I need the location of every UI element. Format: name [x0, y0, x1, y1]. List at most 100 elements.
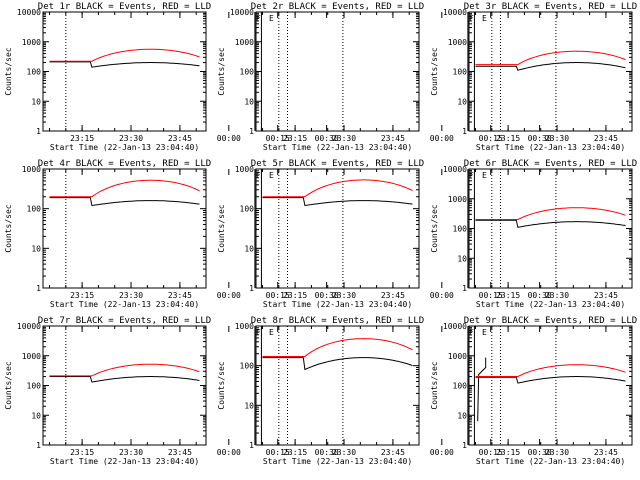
panel-title: Det 9r BLACK = Events, RED = LLD — [464, 316, 637, 326]
flag-label-e: E — [482, 171, 487, 180]
x-tick-label: 23:15 — [496, 448, 520, 457]
panel-det-1r: Det 1r BLACK = Events, RED = LLD11010010… — [4, 2, 344, 152]
y-tick-label: 1 — [462, 441, 467, 450]
panel-title: Det 3r BLACK = Events, RED = LLD — [464, 2, 637, 12]
y-tick-label: 10 — [31, 411, 41, 420]
events-series-line — [262, 197, 413, 207]
x-tick-label: 00:30 — [528, 134, 552, 143]
x-tick-label: 23:15 — [496, 291, 520, 300]
y-axis-label: Counts/sec — [4, 47, 13, 95]
events-series-line — [475, 62, 626, 71]
y-axis-label: Counts/sec — [430, 361, 439, 409]
x-tick-label: 00:15 — [266, 291, 290, 300]
flag-label-e: E — [482, 14, 487, 23]
lld-series-line — [475, 50, 626, 66]
x-tick-label: 23:30 — [332, 134, 356, 143]
y-axis-label: Counts/sec — [430, 204, 439, 252]
x-tick-label: 23:45 — [168, 448, 192, 457]
x-tick-label: 23:45 — [594, 291, 618, 300]
y-tick-label: 1000 — [235, 165, 254, 174]
panel-title: Det 6r BLACK = Events, RED = LLD — [464, 159, 637, 169]
plot-frame — [255, 325, 420, 446]
y-tick-label: 1 — [249, 284, 254, 293]
events-series-line — [49, 376, 200, 383]
panel-title: Det 5r BLACK = Events, RED = LLD — [251, 159, 424, 169]
y-axis-label: Counts/sec — [430, 47, 439, 95]
events-series-line — [475, 376, 626, 384]
y-axis-label: Counts/sec — [4, 361, 13, 409]
y-tick-label: 100 — [240, 362, 255, 371]
x-tick-label: 00:00 — [430, 291, 454, 300]
x-tick-label: 23:45 — [594, 448, 618, 457]
y-tick-label: 1000 — [22, 352, 41, 361]
x-tick-label: 00:15 — [266, 448, 290, 457]
events-dropout-line — [477, 357, 487, 422]
lld-series-line — [262, 338, 413, 357]
y-tick-label: 100 — [27, 382, 42, 391]
x-tick-label: 00:30 — [315, 448, 339, 457]
y-axis-label: Counts/sec — [217, 204, 226, 252]
x-tick-label: 00:00 — [217, 291, 241, 300]
x-tick-label: 23:30 — [545, 134, 569, 143]
y-tick-label: 1 — [36, 284, 41, 293]
y-tick-label: 100 — [453, 225, 468, 234]
y-tick-label: 100 — [27, 68, 42, 77]
x-tick-label: 23:30 — [119, 134, 143, 143]
plot-frame — [468, 168, 633, 289]
events-series-line — [49, 197, 200, 207]
y-axis-label: Counts/sec — [217, 47, 226, 95]
panel-det-8r: Det 8r BLACK = Events, RED = LLD 1 10 100 10… — [217, 316, 557, 466]
x-tick-label: 23:30 — [545, 448, 569, 457]
lld-series-line — [49, 48, 200, 62]
y-axis-label: Counts/sec — [217, 361, 226, 409]
y-tick-label: 1000 — [448, 38, 467, 47]
plot-frame — [42, 168, 207, 289]
panel-det-4r: Det 4r BLACK = Events, RED = LLD11010010… — [4, 159, 344, 309]
panel-det-2r: Det 2r BLACK = Events, RED = LLD11010010… — [217, 2, 557, 152]
y-tick-label: 10 — [31, 97, 41, 106]
y-tick-label: 1 — [36, 127, 41, 136]
y-tick-label: 10 — [457, 97, 467, 106]
y-tick-label: 1000 — [22, 38, 41, 47]
x-tick-label: 23:15 — [283, 134, 307, 143]
y-tick-label: 10 — [244, 401, 254, 410]
x-tick-label: 00:30 — [528, 448, 552, 457]
y-tick-label: 1000 — [235, 322, 254, 331]
y-tick-label: 10 — [457, 411, 467, 420]
panel-det-6r: Det 6r BLACK = Events, RED = LLD 1 10 100 10… — [430, 159, 637, 309]
x-tick-label: 23:30 — [332, 448, 356, 457]
x-tick-label: 23:30 — [119, 291, 143, 300]
plot-frame — [468, 325, 633, 446]
y-tick-label: 100 — [240, 205, 255, 214]
x-tick-label: 00:00 — [217, 448, 241, 457]
x-axis-label: Start Time (22-Jan-13 23:04:40) — [476, 457, 625, 466]
flag-label-e: E — [269, 14, 274, 23]
flag-label-e: E — [269, 171, 274, 180]
x-axis-label: Start Time (22-Jan-13 23:04:40) — [50, 300, 199, 309]
x-tick-label: 00:00 — [430, 134, 454, 143]
y-tick-label: 1 — [462, 127, 467, 136]
x-tick-label: 23:45 — [381, 134, 405, 143]
panel-det-9r: Det 9r BLACK = Events, RED = LLD 1 10 100 10… — [430, 316, 637, 466]
x-tick-label: 00:15 — [479, 448, 503, 457]
plot-frame — [42, 11, 207, 132]
x-tick-label: 23:15 — [70, 448, 94, 457]
y-tick-label: 1 — [462, 284, 467, 293]
events-series-line — [262, 357, 413, 371]
x-tick-label: 00:30 — [315, 134, 339, 143]
lld-series-line — [262, 179, 413, 198]
panel-det-5r: Det 5r BLACK = Events, RED = LLD11010010… — [217, 159, 557, 309]
x-axis-label: Start Time (22-Jan-13 23:04:40) — [476, 143, 625, 152]
panel-det-3r: Det 3r BLACK = Events, RED = LLD 1 10 100 10… — [430, 2, 637, 152]
y-tick-label: 1000 — [448, 195, 467, 204]
x-tick-label: 00:15 — [479, 291, 503, 300]
x-tick-label: 23:45 — [381, 291, 405, 300]
x-axis-label: Start Time (22-Jan-13 23:04:40) — [263, 457, 412, 466]
plot-frame — [255, 168, 420, 289]
x-tick-label: 23:30 — [119, 448, 143, 457]
y-tick-label: 100 — [453, 382, 468, 391]
y-tick-label: 10000 — [443, 322, 467, 331]
y-tick-label: 10000 — [17, 322, 41, 331]
panel-title: Det 8r BLACK = Events, RED = LLD — [251, 316, 424, 326]
y-tick-label: 1000 — [235, 38, 254, 47]
